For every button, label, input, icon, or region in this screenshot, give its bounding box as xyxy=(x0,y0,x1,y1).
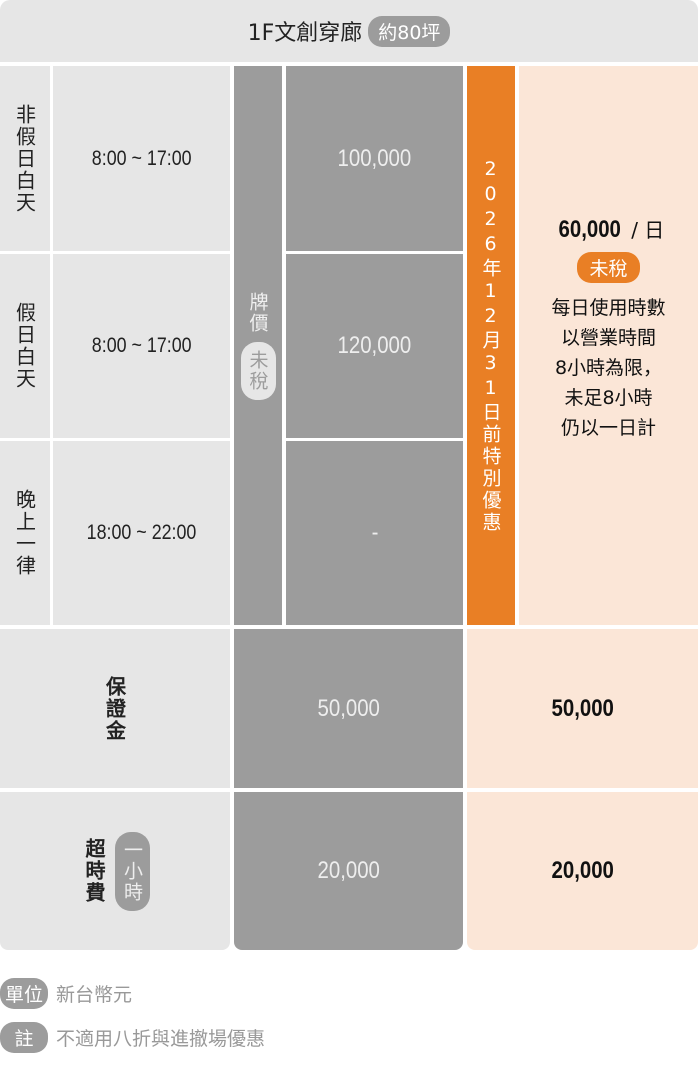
note-line: 8小時為限， xyxy=(554,357,663,379)
note-line: 每日使用時數 xyxy=(551,297,666,319)
deposit-label: 保證金 xyxy=(102,675,127,742)
price-text: - xyxy=(371,519,378,546)
price-text: 50,000 xyxy=(317,694,380,722)
venue-title: 1F文創穿廊 xyxy=(247,21,363,46)
overtime-promo-price: 20,000 xyxy=(467,792,698,950)
row-time: 8:00 ~ 17:00 xyxy=(53,254,230,438)
overtime-list-price: 20,000 xyxy=(234,792,463,950)
price-text: 50,000 xyxy=(551,694,614,722)
promo-unit: / 日 xyxy=(631,218,665,242)
row-time: 18:00 ~ 22:00 xyxy=(53,441,230,625)
area-badge: 約80坪 xyxy=(368,15,451,47)
price-text: 100,000 xyxy=(337,144,412,172)
price-text: 20,000 xyxy=(551,857,614,884)
overtime-label: 超時費 xyxy=(82,838,106,904)
unit-note: 單位 新台幣元 xyxy=(0,978,132,1009)
row-label: 假日白天 xyxy=(0,254,50,438)
note-line: 仍以一日計 xyxy=(560,417,656,439)
unit-badge: 單位 xyxy=(0,978,48,1009)
promo-price-value: 60,000 xyxy=(558,216,621,243)
promo-banner-text: 2026年12月31日前特別優惠 xyxy=(479,157,502,534)
note-text: 不適用八折與進撤場優惠 xyxy=(56,1028,266,1050)
price-text: 20,000 xyxy=(317,857,380,884)
note-line: 未足8小時 xyxy=(564,387,653,409)
deposit-label-cell: 保證金 xyxy=(0,629,230,788)
row-price: 120,000 xyxy=(286,254,463,438)
note-line: 以營業時間 xyxy=(560,327,656,349)
list-price-column: 牌價 未稅 xyxy=(234,66,282,625)
tax-badge: 未稅 xyxy=(240,341,276,400)
promo-price: 60,000 / 日 xyxy=(553,214,665,244)
row-price: - xyxy=(286,441,463,625)
promo-tax-badge: 未稅 xyxy=(577,252,640,283)
unit-text: 新台幣元 xyxy=(56,984,133,1006)
deposit-promo-price: 50,000 xyxy=(467,629,698,788)
row-label: 晚上一律 xyxy=(0,441,50,625)
row-time: 8:00 ~ 17:00 xyxy=(53,66,230,251)
time-text: 8:00 ~ 17:00 xyxy=(91,146,192,170)
time-text: 8:00 ~ 17:00 xyxy=(91,334,192,357)
list-price-label: 牌價 xyxy=(246,291,269,334)
hour-badge: 一小時 xyxy=(115,831,150,911)
remark-note: 註 不適用八折與進撤場優惠 xyxy=(0,1022,265,1053)
promo-banner: 2026年12月31日前特別優惠 xyxy=(467,66,515,625)
table-header: 1F文創穿廊 約80坪 xyxy=(0,0,698,62)
promo-price-cell: 60,000 / 日 未稅 每日使用時數 以營業時間 8小時為限， 未足8小時 … xyxy=(519,66,698,625)
promo-note: 每日使用時數 以營業時間 8小時為限， 未足8小時 仍以一日計 xyxy=(551,293,665,443)
overtime-label-cell: 超時費 一小時 xyxy=(0,792,230,950)
row-price: 100,000 xyxy=(286,66,463,251)
deposit-list-price: 50,000 xyxy=(234,629,463,788)
note-badge: 註 xyxy=(0,1022,48,1053)
price-text: 120,000 xyxy=(337,332,412,359)
time-text: 18:00 ~ 22:00 xyxy=(86,521,197,544)
row-label: 非假日白天 xyxy=(0,66,50,251)
